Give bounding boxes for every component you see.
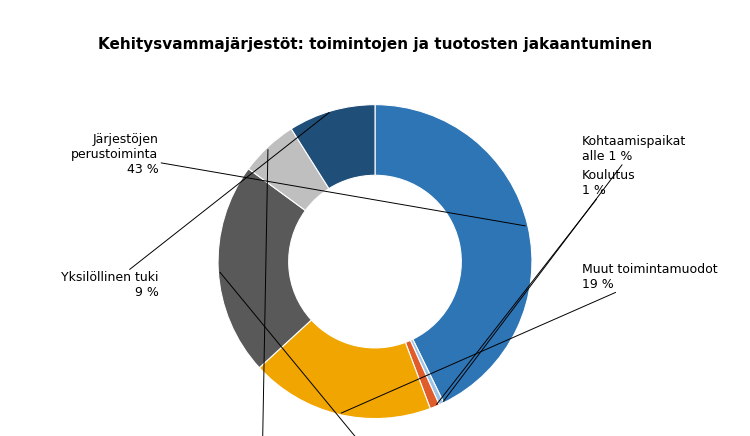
Wedge shape: [291, 105, 375, 189]
Title: Kehitysvammajärjestöt: toimintojen ja tuotosten jakaantuminen: Kehitysvammajärjestöt: toimintojen ja tu…: [98, 37, 652, 52]
Wedge shape: [248, 129, 329, 211]
Wedge shape: [375, 105, 532, 403]
Text: Neuvonta
22 %: Neuvonta 22 %: [220, 272, 421, 436]
Wedge shape: [218, 169, 311, 368]
Text: Muut toimintamuodot
19 %: Muut toimintamuodot 19 %: [341, 263, 718, 413]
Text: Yksilöllinen tuki
9 %: Yksilöllinen tuki 9 %: [61, 112, 329, 299]
Text: Järjestöjen
perustoiminta
43 %: Järjestöjen perustoiminta 43 %: [71, 133, 525, 226]
Wedge shape: [410, 339, 444, 405]
Text: Ryhmätoiminta
6 %: Ryhmätoiminta 6 %: [214, 150, 310, 436]
Wedge shape: [260, 320, 430, 419]
Wedge shape: [405, 341, 439, 409]
Text: Koulutus
1 %: Koulutus 1 %: [436, 169, 636, 405]
Text: Kohtaamispaikat
alle 1 %: Kohtaamispaikat alle 1 %: [443, 135, 686, 402]
